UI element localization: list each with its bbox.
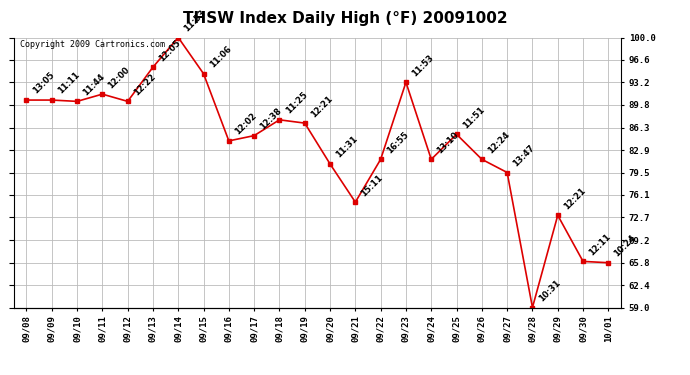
Text: 12:00: 12:00 [106,65,132,90]
Text: 11:53: 11:53 [182,8,208,33]
Text: 12:21: 12:21 [562,186,587,211]
Text: 11:44: 11:44 [81,72,106,97]
Text: 12:38: 12:38 [258,106,284,132]
Text: 16:55: 16:55 [385,130,410,155]
Text: 11:06: 11:06 [208,44,233,69]
Text: 11:53: 11:53 [410,53,435,78]
Text: 11:11: 11:11 [56,70,81,96]
Text: 11:25: 11:25 [284,90,309,116]
Text: 13:05: 13:05 [30,71,56,96]
Text: 13:47: 13:47 [511,143,537,168]
Text: THSW Index Daily High (°F) 20091002: THSW Index Daily High (°F) 20091002 [183,11,507,26]
Text: 10:31: 10:31 [537,278,562,303]
Text: 11:31: 11:31 [334,135,359,160]
Text: 12:11: 12:11 [587,232,613,257]
Text: 10:24: 10:24 [613,233,638,258]
Text: 15:11: 15:11 [359,172,385,198]
Text: 12:22: 12:22 [132,72,157,97]
Text: 12:02: 12:02 [233,111,258,137]
Text: 13:10: 13:10 [435,130,461,155]
Text: 12:24: 12:24 [486,130,511,155]
Text: 12:05: 12:05 [157,38,182,63]
Text: Copyright 2009 Cartronics.com: Copyright 2009 Cartronics.com [20,40,165,49]
Text: 12:21: 12:21 [309,94,334,119]
Text: 11:51: 11:51 [461,105,486,130]
